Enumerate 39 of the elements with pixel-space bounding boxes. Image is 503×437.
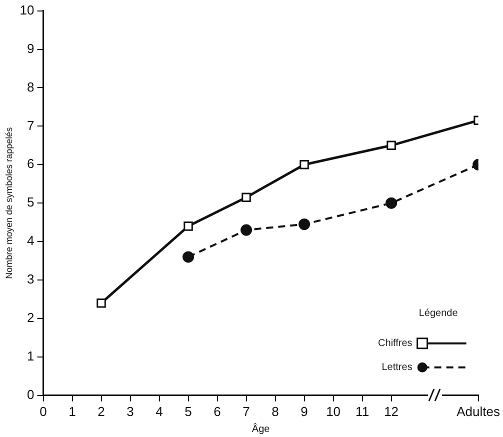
point [242, 192, 251, 202]
x-tick-label: 4 [156, 404, 163, 419]
point [96, 298, 106, 308]
y-tick-label: 3 [27, 272, 34, 287]
legend-label: Chiffres [378, 338, 412, 350]
x-tick-label: 9 [300, 404, 308, 419]
x-tick-label: Adultes [456, 404, 500, 419]
y-tick-label: 5 [27, 194, 34, 210]
x-tick-label: 3 [126, 404, 134, 419]
point [386, 197, 398, 209]
y-tick-label: 10 [20, 2, 34, 18]
point [300, 160, 309, 170]
legend-title: Légende [418, 308, 458, 320]
y-axis-title: Nombre moyen de symboles rappelés [4, 126, 14, 279]
y-tick-label: 4 [27, 233, 34, 248]
point [240, 224, 252, 236]
x-tick-label: 12 [384, 404, 399, 419]
y-tick-label: 8 [27, 79, 34, 94]
x-tick-label: 0 [40, 404, 47, 419]
y-tick-label: 9 [27, 40, 34, 56]
point [182, 251, 194, 263]
x-tick-label: 8 [272, 404, 279, 419]
x-tick-label: 6 [214, 404, 221, 419]
x-tick-label: 2 [98, 404, 105, 419]
y-tick-label: 2 [27, 310, 34, 326]
point [184, 222, 193, 231]
x-tick-label: 5 [184, 404, 192, 419]
y-tick-label: 1 [27, 348, 34, 364]
y-tick-label: 0 [27, 386, 34, 402]
x-tick-label: 7 [242, 404, 250, 419]
x-axis-title: Âge [252, 422, 270, 435]
legend-label: Lettres [382, 362, 412, 374]
y-tick-label: 7 [27, 118, 34, 133]
x-tick-label: 1 [68, 404, 76, 419]
x-tick-label: 11 [356, 404, 370, 419]
point [386, 140, 396, 150]
x-tick-label: 10 [326, 404, 341, 419]
point [298, 218, 310, 230]
y-tick-label: 6 [27, 156, 34, 172]
